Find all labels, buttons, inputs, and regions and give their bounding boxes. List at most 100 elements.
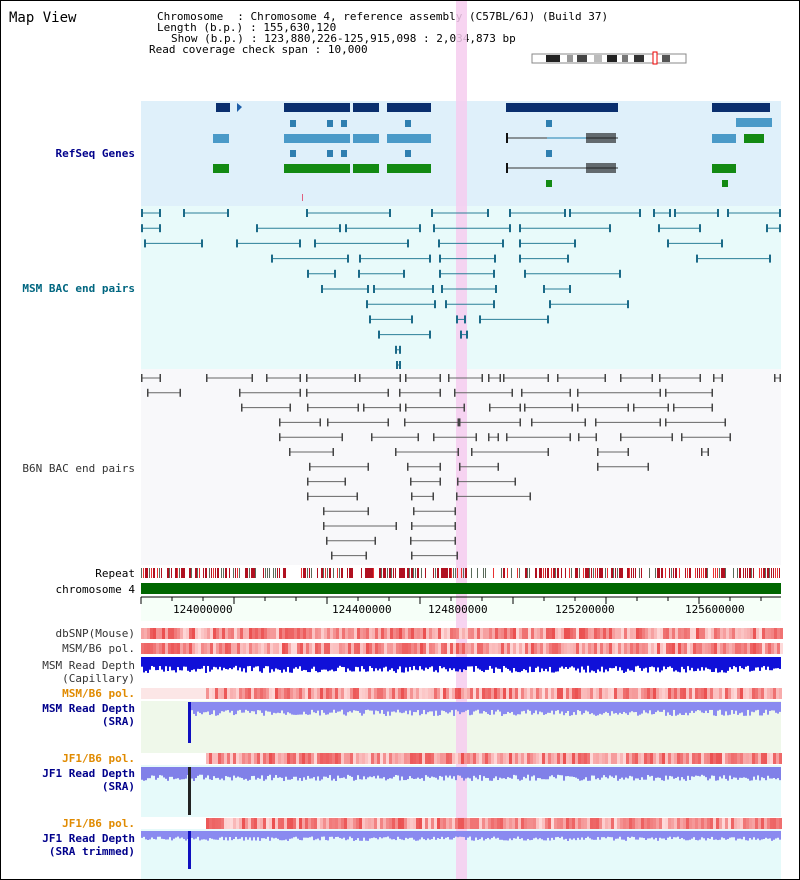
b6n-bac-pair[interactable] xyxy=(404,418,459,427)
msm-bac-pair[interactable] xyxy=(431,209,489,217)
b6n-bac-pair[interactable] xyxy=(633,403,669,412)
msm-bac-pair[interactable] xyxy=(396,361,401,369)
b6n-bac-pair[interactable] xyxy=(506,433,571,442)
b6n-bac-pair[interactable] xyxy=(241,403,291,412)
msm-bac-pair[interactable] xyxy=(366,300,436,309)
b6n-bac-pair[interactable] xyxy=(531,418,586,427)
msm-bac-pair[interactable] xyxy=(256,224,341,233)
b6n-bac-pair[interactable] xyxy=(471,448,549,456)
b6n-bac-pair[interactable] xyxy=(307,492,358,501)
msm-bac-pair[interactable] xyxy=(696,254,771,263)
heatmap-tracks[interactable] xyxy=(141,628,783,829)
b6n-bac-pair[interactable] xyxy=(141,374,161,382)
b6n-bac-pair[interactable] xyxy=(239,388,301,397)
msm-bac-pair[interactable] xyxy=(667,239,723,248)
b6n-bac-pair[interactable] xyxy=(488,374,501,382)
track-label-msm-read-depth-sra[interactable]: MSM Read Depth xyxy=(42,702,135,715)
b6n-bac-pair[interactable] xyxy=(279,418,321,427)
b6n-bac-pair[interactable] xyxy=(289,448,334,456)
refseq-genes[interactable] xyxy=(213,103,772,201)
b6n-bac-pair[interactable] xyxy=(323,507,369,516)
msm-bac-pair[interactable] xyxy=(674,209,719,217)
track-label-msm-b6-pol[interactable]: MSM/B6 pol. xyxy=(62,642,135,655)
track-label-jf1-read-depth-trimmed[interactable]: JF1 Read Depth xyxy=(42,832,135,845)
msm-bac-pair[interactable] xyxy=(438,239,504,248)
b6n-bac-pair[interactable] xyxy=(363,403,401,412)
track-label-repeat[interactable]: Repeat xyxy=(95,567,135,580)
b6n-bac-pair[interactable] xyxy=(659,374,701,382)
msm-bac-pair[interactable] xyxy=(141,224,161,233)
depth-tracks[interactable] xyxy=(141,657,781,869)
track-label-chromosome[interactable]: chromosome 4 xyxy=(55,583,135,596)
b6n-bac-pair[interactable] xyxy=(459,418,521,427)
msm-bac-pair[interactable] xyxy=(321,285,369,293)
track-label-dbsnp[interactable]: dbSNP(Mouse) xyxy=(55,627,135,640)
b6n-bac-pair[interactable] xyxy=(359,374,401,382)
msm-bac-pair[interactable] xyxy=(306,209,391,217)
b6n-bac-pair[interactable] xyxy=(327,418,389,427)
track-label-msm-bac[interactable]: MSM BAC end pairs xyxy=(22,282,135,295)
b6n-bac-pair[interactable] xyxy=(395,448,459,456)
msm-bac-pair[interactable] xyxy=(314,239,409,248)
b6n-bac-pair[interactable] xyxy=(411,551,458,560)
b6n-bac-pair[interactable] xyxy=(620,433,673,442)
track-label-jf1-b6-pol[interactable]: JF1/B6 pol. xyxy=(62,752,135,765)
msm-bac-pair[interactable] xyxy=(658,224,701,233)
b6n-bac-pair[interactable] xyxy=(774,374,781,382)
b6n-bac-pair[interactable] xyxy=(448,374,483,382)
b6n-bac-pair[interactable] xyxy=(410,477,441,486)
b6n-bac-pair[interactable] xyxy=(595,418,661,427)
b6n-bac-pair[interactable] xyxy=(457,477,516,486)
b6n-bac-pair[interactable] xyxy=(701,448,709,456)
b6n-bac-pair[interactable] xyxy=(459,462,499,471)
b6n-bac-pairs[interactable] xyxy=(141,374,781,560)
b6n-bac-pair[interactable] xyxy=(306,374,356,382)
b6n-bac-pair[interactable] xyxy=(489,403,521,412)
b6n-bac-pair[interactable] xyxy=(407,462,441,471)
track-label-msm-b6-pol-sra[interactable]: MSM/B6 pol. xyxy=(62,687,135,700)
b6n-bac-pair[interactable] xyxy=(331,551,367,560)
b6n-bac-pair[interactable] xyxy=(411,522,456,530)
msm-bac-pair[interactable] xyxy=(509,209,566,217)
msm-bac-pair[interactable] xyxy=(378,330,431,339)
track-label-jf1-read-depth-sra[interactable]: JF1 Read Depth xyxy=(42,767,135,780)
msm-bac-pair[interactable] xyxy=(569,209,641,217)
msm-bac-pair[interactable] xyxy=(727,209,781,217)
b6n-bac-pair[interactable] xyxy=(371,433,419,442)
b6n-bac-pair[interactable] xyxy=(673,403,713,412)
b6n-bac-pair[interactable] xyxy=(713,374,723,382)
msm-bac-pair[interactable] xyxy=(766,224,781,233)
b6n-bac-pair[interactable] xyxy=(557,374,606,382)
b6n-bac-pair[interactable] xyxy=(665,388,713,397)
b6n-bac-pair[interactable] xyxy=(307,403,359,412)
b6n-bac-pair[interactable] xyxy=(578,433,597,442)
msm-bac-pair[interactable] xyxy=(369,315,413,324)
msm-bac-pair[interactable] xyxy=(524,269,621,278)
b6n-bac-pair[interactable] xyxy=(309,462,369,471)
b6n-bac-pair[interactable] xyxy=(307,477,346,486)
msm-bac-pair[interactable] xyxy=(373,285,434,293)
msm-bac-pair[interactable] xyxy=(141,209,161,217)
track-label-msm-read-depth-capillary[interactable]: MSM Read Depth xyxy=(42,659,135,672)
msm-bac-pair[interactable] xyxy=(653,209,671,217)
b6n-bac-pair[interactable] xyxy=(524,403,573,412)
msm-bac-pairs[interactable] xyxy=(141,209,781,369)
selected-region-highlight[interactable] xyxy=(456,1,467,880)
b6n-bac-pair[interactable] xyxy=(306,388,389,397)
b6n-bac-pair[interactable] xyxy=(488,433,499,442)
b6n-bac-pair[interactable] xyxy=(454,388,513,397)
msm-bac-pair[interactable] xyxy=(519,239,576,248)
b6n-bac-pair[interactable] xyxy=(399,388,441,397)
b6n-bac-pair[interactable] xyxy=(456,492,531,501)
b6n-bac-pair[interactable] xyxy=(620,374,653,382)
msm-bac-pair[interactable] xyxy=(439,269,495,278)
msm-bac-pair[interactable] xyxy=(271,254,349,263)
msm-bac-pair[interactable] xyxy=(307,269,336,278)
b6n-bac-pair[interactable] xyxy=(206,374,253,382)
msm-bac-pair[interactable] xyxy=(439,254,496,263)
msm-bac-pair[interactable] xyxy=(345,224,421,233)
track-label-jf1-b6-pol-trimmed[interactable]: JF1/B6 pol. xyxy=(62,817,135,830)
msm-bac-pair[interactable] xyxy=(456,315,466,324)
msm-bac-pair[interactable] xyxy=(519,254,569,263)
msm-bac-pair[interactable] xyxy=(236,239,301,248)
